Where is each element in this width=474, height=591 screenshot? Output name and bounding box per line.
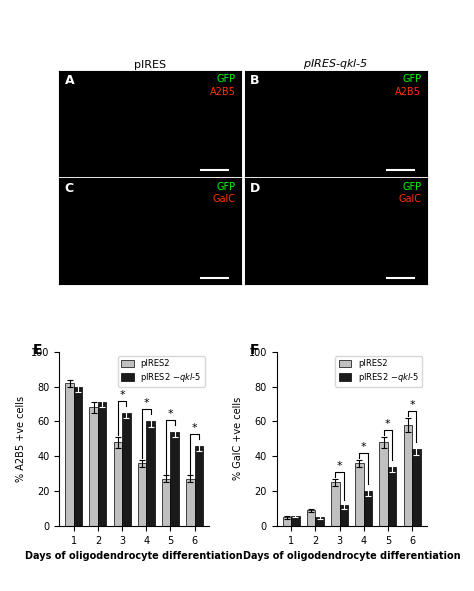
Text: *: * (192, 423, 198, 433)
Bar (355, 463, 364, 526)
Bar (283, 517, 291, 526)
Bar (339, 505, 348, 526)
Bar (291, 515, 300, 526)
Title: pIRES: pIRES (134, 60, 166, 70)
Text: *: * (385, 419, 391, 429)
Bar (186, 479, 195, 526)
Bar (307, 510, 315, 526)
Bar (162, 479, 171, 526)
Bar (122, 413, 131, 526)
Text: C: C (65, 181, 74, 194)
X-axis label: Days of oligodendrocyte differentiation: Days of oligodendrocyte differentiation (26, 551, 243, 561)
Bar (146, 421, 155, 526)
Title: pIRES-$qkl$-5: pIRES-$qkl$-5 (303, 57, 368, 71)
Bar (98, 402, 106, 526)
Text: *: * (337, 461, 342, 471)
Y-axis label: % A2B5 +ve cells: % A2B5 +ve cells (16, 396, 26, 482)
Text: GFP: GFP (217, 181, 236, 191)
Bar (138, 463, 146, 526)
Bar (171, 432, 179, 526)
Text: GalC: GalC (398, 194, 421, 204)
Legend: pIRES2, pIRES2 $-qkl$-5: pIRES2, pIRES2 $-qkl$-5 (335, 356, 422, 387)
Text: D: D (250, 181, 260, 194)
Text: GalC: GalC (213, 194, 236, 204)
Bar (404, 425, 412, 526)
Bar (90, 407, 98, 526)
Y-axis label: % GalC +ve cells: % GalC +ve cells (233, 397, 243, 480)
Text: B: B (250, 74, 260, 87)
Text: A2B5: A2B5 (210, 87, 236, 97)
Bar (195, 446, 203, 526)
Bar (388, 467, 396, 526)
Bar (364, 491, 372, 526)
Text: A2B5: A2B5 (395, 87, 421, 97)
Text: *: * (409, 400, 415, 410)
Text: E: E (32, 343, 42, 357)
Text: A: A (65, 74, 74, 87)
X-axis label: Days of oligodendrocyte differentiation: Days of oligodendrocyte differentiation (243, 551, 460, 561)
Text: GFP: GFP (402, 74, 421, 84)
Bar (331, 482, 339, 526)
Text: *: * (119, 389, 125, 400)
Text: *: * (361, 442, 366, 452)
Bar (380, 442, 388, 526)
Text: GFP: GFP (217, 74, 236, 84)
Bar (74, 387, 82, 526)
Bar (412, 449, 420, 526)
Legend: pIRES2, pIRES2 $-qkl$-5: pIRES2, pIRES2 $-qkl$-5 (118, 356, 205, 387)
Text: GFP: GFP (402, 181, 421, 191)
Bar (65, 383, 74, 526)
Text: *: * (144, 398, 149, 408)
Bar (315, 517, 324, 526)
Bar (114, 442, 122, 526)
Text: *: * (168, 409, 173, 419)
Text: F: F (250, 343, 259, 357)
